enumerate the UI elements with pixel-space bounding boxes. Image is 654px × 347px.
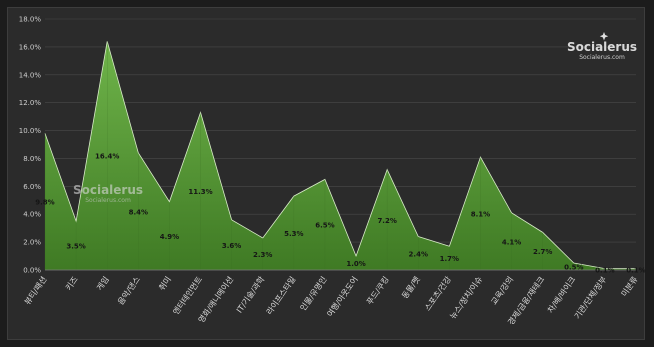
watermark-brand-center: Socialerus (73, 183, 143, 197)
data-label: 4.9% (160, 233, 179, 241)
x-category-label: 미분류 (620, 275, 640, 298)
x-category-label: 스포츠/건강 (422, 274, 453, 313)
data-label: 9.8% (35, 199, 54, 207)
area-outline (44, 41, 636, 270)
area-chart: 0.0% 2.0% 4.0% 6.0% 8.0% 10.0% 12.0% 14.0% 16.0%… (19, 16, 646, 327)
x-category-label: 여행/아웃도어 (325, 274, 360, 318)
y-tick-label: 10.0% (19, 127, 42, 135)
x-category-label: 뉴스/정치/이슈 (447, 274, 484, 320)
x-category-label: 게임 (94, 274, 111, 292)
x-category-label: 차/배/바이크 (545, 274, 577, 314)
data-label: 4.1% (502, 238, 521, 246)
data-label: 3.5% (66, 243, 85, 251)
x-category-label: 교육/강의 (489, 274, 516, 306)
data-label: 2.3% (253, 251, 272, 259)
watermark-brand-corner: Socialerus (567, 40, 637, 54)
watermark-site-center: Socialerus.com (85, 197, 131, 204)
x-category-label: 음악/댄스 (115, 274, 142, 306)
y-tick-label: 6.0% (23, 183, 41, 191)
data-label: 8.1% (471, 211, 490, 219)
data-label: 8.4% (129, 208, 148, 216)
y-tick-label: 2.0% (23, 239, 41, 247)
x-category-label: 동물/펫 (399, 274, 421, 300)
data-label: 6.5% (315, 222, 334, 230)
x-category-label: 라이프스타일 (264, 274, 298, 316)
y-tick-label: 12.0% (19, 99, 42, 107)
chart-frame: 0.0% 2.0% 4.0% 6.0% 8.0% 10.0% 12.0% 14.0% 16.0%… (7, 7, 646, 340)
data-label: 16.4% (95, 153, 119, 161)
data-label: 0.1% (595, 266, 614, 274)
area-series (44, 41, 637, 271)
data-label: 3.6% (222, 242, 241, 250)
y-tick-label: 18.0% (19, 16, 42, 24)
data-label: 2.4% (409, 250, 428, 258)
y-tick-label: 0.0% (23, 267, 41, 275)
data-label: 11.3% (188, 188, 212, 196)
data-label: 0.1% (626, 266, 645, 274)
data-label: 1.7% (440, 255, 459, 263)
x-category-label: 인물/유명인 (298, 274, 329, 312)
watermark-center: Socialerus Socialerus.com (73, 183, 143, 204)
watermark-corner: Socialerus Socialerus.com (567, 32, 637, 61)
watermark-site-corner: Socialerus.com (579, 54, 625, 61)
y-tick-label: 14.0% (19, 71, 42, 79)
data-label: 7.2% (377, 217, 396, 225)
y-tick-label: 16.0% (19, 43, 42, 51)
data-label: 2.7% (533, 248, 552, 256)
x-category-label: 키즈 (64, 275, 80, 292)
y-axis-ticks: 0.0% 2.0% 4.0% 6.0% 8.0% 10.0% 12.0% 14.0% 16.0%… (19, 16, 42, 275)
x-category-label: IT/기술/과학 (234, 274, 267, 315)
x-category-label: 엔터테인먼트 (171, 274, 205, 316)
data-label: 1.0% (346, 260, 365, 268)
data-labels: 9.8% 3.5% 16.4% 8.4% 4.9% 11.3% 3.6% 2.3% 5.3% 6.… (35, 153, 645, 275)
x-category-label: 취미 (157, 275, 173, 292)
x-category-label: 뷰티/패션 (22, 274, 49, 306)
sparkle-icon (599, 32, 609, 41)
data-label: 0.5% (564, 264, 583, 272)
data-label: 5.3% (284, 230, 303, 238)
x-category-label: 푸드/쿠킹 (364, 274, 391, 306)
x-category-label: 기관/단체/정부 (572, 274, 609, 320)
area-fill (45, 41, 636, 270)
y-tick-label: 8.0% (23, 155, 41, 163)
y-tick-label: 4.0% (23, 211, 41, 219)
